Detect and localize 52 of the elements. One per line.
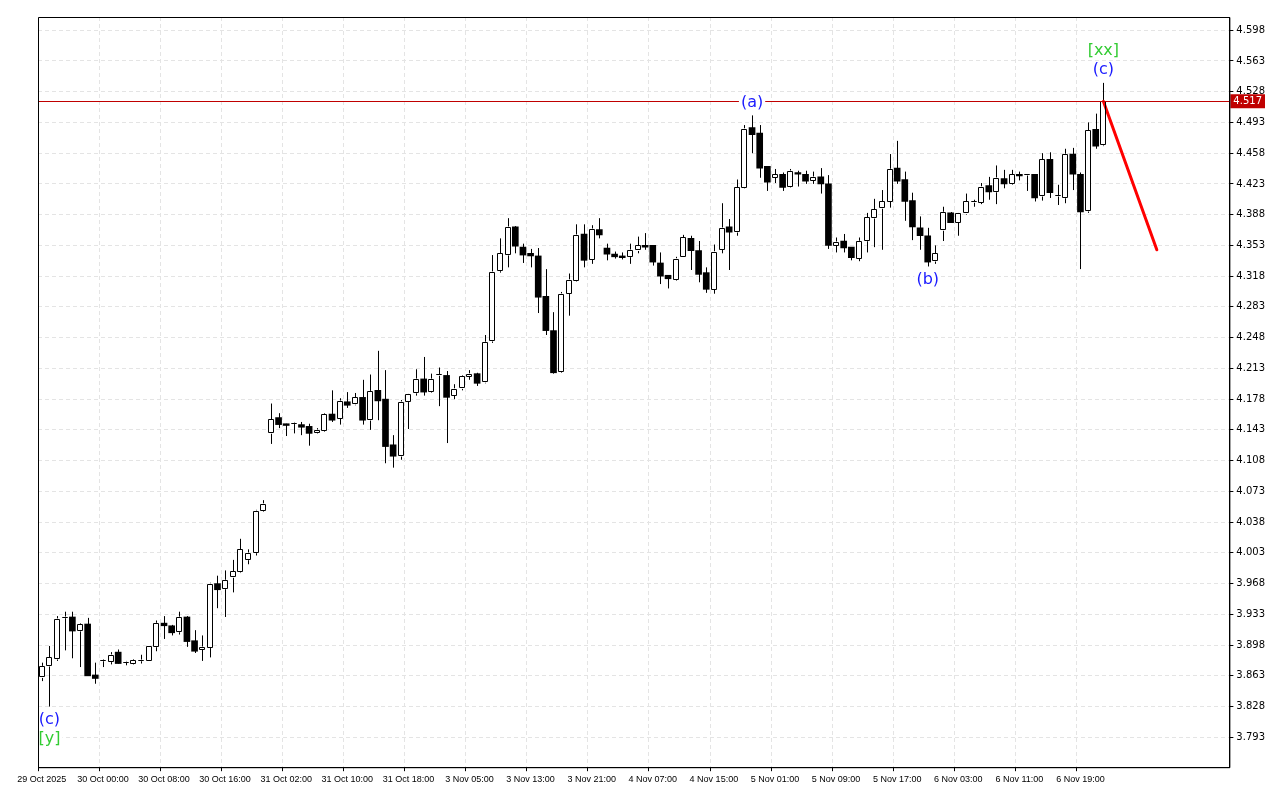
y-tick-label: 3.968 <box>1236 577 1266 589</box>
x-tick-label: 31 Oct 02:00 <box>260 774 312 785</box>
x-tick-label: 6 Nov 03:00 <box>933 774 983 785</box>
annotation: (c) <box>1092 59 1114 79</box>
y-tick-label: 4.353 <box>1236 238 1266 250</box>
x-tick-label: 4 Nov 15:00 <box>689 774 739 785</box>
annotation: (b) <box>916 268 940 288</box>
y-tick-label: 4.528 <box>1236 85 1266 97</box>
x-tick-label: 31 Oct 10:00 <box>321 774 374 785</box>
y-tick-label: 3.828 <box>1236 700 1266 712</box>
y-tick-label: 3.898 <box>1236 638 1266 650</box>
x-tick-label: 5 Nov 01:00 <box>750 774 800 785</box>
candlestick <box>1000 169 1008 189</box>
y-tick-label: 4.248 <box>1236 331 1266 343</box>
annotation: (a) <box>740 91 764 111</box>
x-tick-label: 6 Nov 11:00 <box>995 774 1044 785</box>
annotation: [xx] <box>1087 40 1120 60</box>
y-tick-label: 4.073 <box>1236 484 1266 496</box>
y-tick-label: 4.598 <box>1236 23 1266 35</box>
x-tick-label: 5 Nov 17:00 <box>872 774 922 785</box>
candlestick <box>328 389 336 423</box>
y-tick-label: 4.563 <box>1236 54 1266 66</box>
y-tick-label: 4.318 <box>1236 269 1266 281</box>
y-tick-label: 4.458 <box>1236 146 1266 158</box>
x-tick-label: 30 Oct 16:00 <box>199 774 251 785</box>
y-tick-label: 4.388 <box>1236 208 1266 220</box>
y-tick-label: 4.143 <box>1236 423 1266 435</box>
y-tick-label: 3.933 <box>1236 607 1266 619</box>
candlestick <box>489 254 496 344</box>
y-tick-label: 4.283 <box>1236 300 1266 312</box>
x-tick-label: 5 Nov 09:00 <box>811 774 861 785</box>
x-tick-label: 29 Oct 2025 <box>17 774 67 785</box>
x-tick-label: 3 Nov 13:00 <box>506 774 555 785</box>
x-tick-label: 30 Oct 08:00 <box>138 774 190 785</box>
y-tick-label: 4.213 <box>1236 361 1266 373</box>
y-tick-label: 4.178 <box>1236 392 1266 404</box>
x-tick-label: 3 Nov 21:00 <box>567 774 616 785</box>
x-tick-label: 31 Oct 18:00 <box>382 774 435 785</box>
annotation: [y] <box>38 727 61 747</box>
annotation: (c) <box>38 708 61 728</box>
ref-line-label: 4.517 <box>1233 94 1263 106</box>
y-tick-label: 3.863 <box>1236 669 1266 681</box>
y-tick-label: 4.493 <box>1236 116 1266 128</box>
y-tick-label: 4.108 <box>1236 454 1266 466</box>
x-tick-label: 30 Oct 00:00 <box>77 774 129 785</box>
x-tick-label: 4 Nov 07:00 <box>628 774 678 785</box>
y-tick-label: 4.423 <box>1236 177 1266 189</box>
x-tick-label: 6 Nov 19:00 <box>1056 774 1105 785</box>
y-tick-label: 4.038 <box>1236 515 1266 527</box>
x-tick-label: 3 Nov 05:00 <box>445 774 494 785</box>
y-tick-label: 4.003 <box>1236 546 1266 558</box>
y-tick-label: 3.793 <box>1236 730 1266 742</box>
